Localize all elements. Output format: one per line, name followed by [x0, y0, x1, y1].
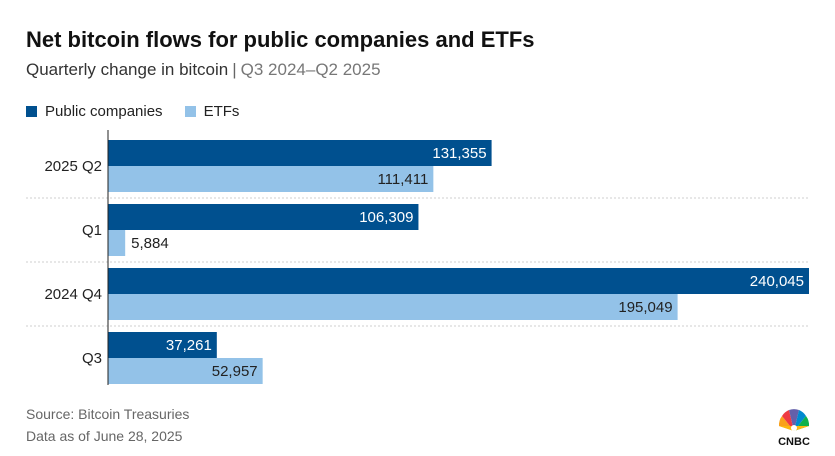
legend-item-etfs: ETFs [184, 103, 240, 120]
data-label-public-companies-2025-q2: 131,355 [432, 145, 486, 162]
legend-label-etfs: ETFs [203, 103, 240, 120]
category-label-2025-q2: 2025 Q2 [44, 158, 102, 175]
data-label-etfs-2024-q4: 195,049 [618, 299, 672, 316]
data-label-public-companies-q3: 37,261 [166, 337, 212, 354]
bar-public-companies-q1 [108, 204, 419, 230]
subtitle-date-range: Q3 2024–Q2 2025 [240, 60, 381, 79]
category-label-q3: Q3 [82, 350, 102, 367]
data-date-note: Data as of June 28, 2025 [26, 428, 183, 444]
bar-public-companies-q3 [108, 332, 217, 358]
legend-label-public-companies: Public companies [45, 103, 163, 120]
data-label-etfs-q1: 5,884 [131, 235, 169, 252]
bar-etfs-2024-q4 [108, 294, 678, 320]
data-label-public-companies-q1: 106,309 [359, 209, 413, 226]
data-label-etfs-2025-q2: 111,411 [377, 171, 428, 188]
bar-etfs-q1 [108, 230, 126, 256]
cnbc-logo: CNBC [778, 409, 810, 448]
data-label-public-companies-2024-q4: 240,045 [750, 273, 804, 290]
source-note: Source: Bitcoin Treasuries [26, 406, 190, 422]
data-label-etfs-q3: 52,957 [212, 363, 258, 380]
legend-swatch-etfs [184, 106, 196, 117]
category-label-2024-q4: 2024 Q4 [44, 286, 102, 303]
legend-swatch-public-companies [26, 106, 37, 117]
category-label-q1: Q1 [82, 222, 102, 239]
cnbc-wordmark: CNBC [778, 436, 810, 448]
bar-public-companies-2024-q4 [108, 268, 809, 294]
nbc-peacock-icon [778, 409, 810, 431]
chart-title: Net bitcoin flows for public companies a… [26, 27, 535, 52]
chart-legend: Public companies ETFs [26, 103, 239, 120]
bar-etfs-q3 [108, 358, 263, 384]
subtitle-text: Quarterly change in bitcoin [26, 60, 229, 79]
subtitle-separator: | [232, 60, 237, 79]
bar-public-companies-2025-q2 [108, 140, 492, 166]
bar-etfs-2025-q2 [108, 166, 434, 192]
chart-subtitle: Quarterly change in bitcoin | Q3 2024–Q2 2… [26, 60, 381, 80]
legend-item-public-companies: Public companies [26, 103, 163, 120]
